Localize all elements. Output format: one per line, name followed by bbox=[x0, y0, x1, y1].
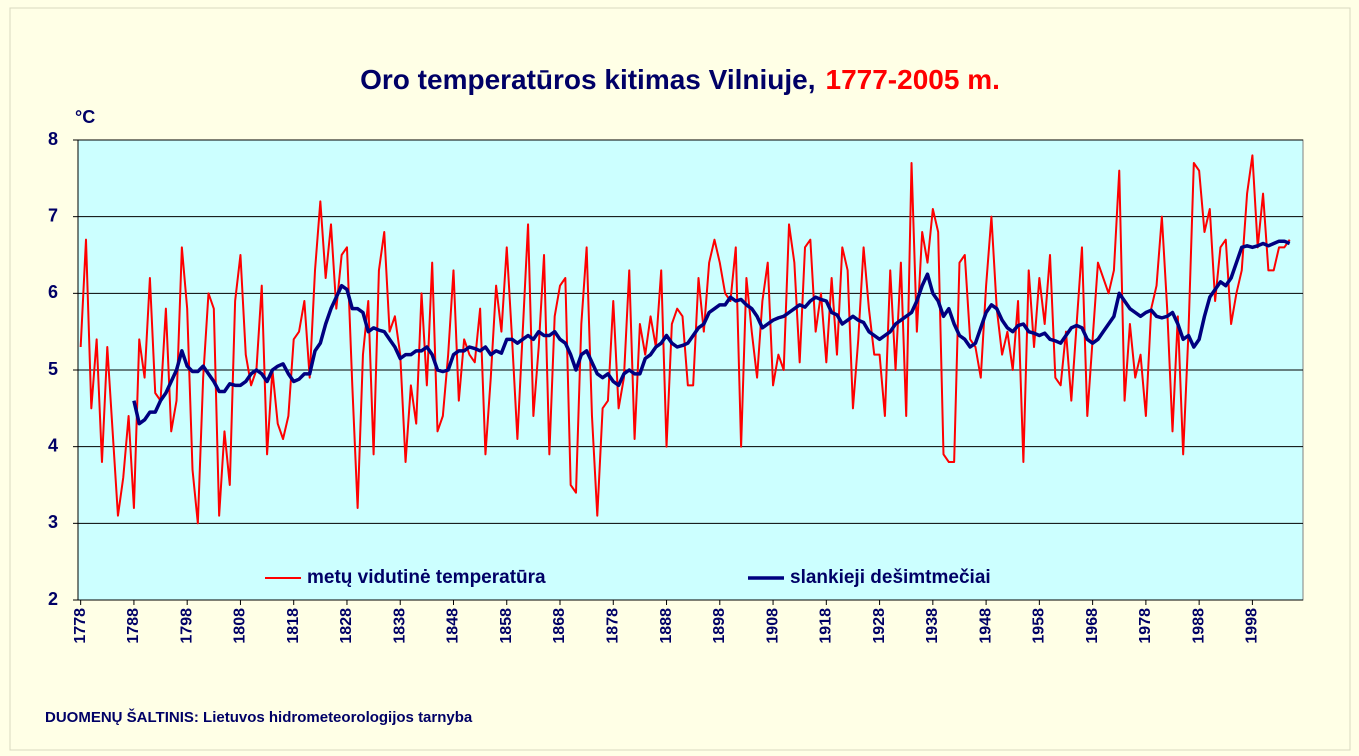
x-tick-label: 1928 bbox=[871, 608, 888, 644]
source-note: DUOMENŲ ŠALTINIS: Lietuvos hidrometeorol… bbox=[45, 708, 473, 726]
chart-title: Oro temperatūros kitimas Vilniuje, 1777-2… bbox=[360, 64, 1000, 95]
x-tick-label: 1978 bbox=[1137, 608, 1154, 644]
title-years: 1777-2005 m. bbox=[826, 64, 1000, 95]
plot: 2 3 4 5 6 7 8 1778 1788 1798 1808 1818 1828 1838 1848 1… bbox=[48, 129, 1304, 644]
y-tick-label: 3 bbox=[48, 512, 58, 532]
x-tick-label: 1878 bbox=[604, 608, 621, 644]
legend-label: metų vidutinė temperatūra bbox=[307, 567, 546, 588]
title-main: Oro temperatūros kitimas Vilniuje, bbox=[360, 64, 815, 95]
x-tick-label: 1988 bbox=[1190, 608, 1207, 644]
x-tick-label: 1858 bbox=[498, 608, 515, 644]
x-tick-label: 1868 bbox=[551, 608, 568, 644]
legend-label: slankieji dešimtmečiai bbox=[790, 567, 991, 588]
x-tick-label: 1998 bbox=[1244, 608, 1261, 644]
x-tick-label: 1908 bbox=[764, 608, 781, 644]
y-tick-label: 4 bbox=[48, 435, 58, 455]
y-tick-label: 8 bbox=[48, 129, 58, 149]
x-tick-label: 1898 bbox=[711, 608, 728, 644]
x-tick-label: 1958 bbox=[1031, 608, 1048, 644]
x-tick-label: 1798 bbox=[178, 608, 195, 644]
x-tick-label: 1848 bbox=[445, 608, 462, 644]
x-tick-label: 1828 bbox=[338, 608, 355, 644]
y-tick-label: 5 bbox=[48, 359, 58, 379]
y-tick-label: 7 bbox=[48, 205, 58, 225]
y-unit: °C bbox=[75, 107, 95, 127]
x-tick-label: 1788 bbox=[125, 608, 142, 644]
y-tick-label: 2 bbox=[48, 589, 58, 609]
x-tick-label: 1948 bbox=[977, 608, 994, 644]
x-tick-label: 1838 bbox=[391, 608, 408, 644]
x-tick-label: 1918 bbox=[818, 608, 835, 644]
series-line bbox=[132, 239, 1291, 426]
x-tick-label: 1818 bbox=[285, 608, 302, 644]
x-tick-label: 1808 bbox=[232, 608, 249, 644]
x-tick-label: 1888 bbox=[658, 608, 675, 644]
y-tick-label: 6 bbox=[48, 282, 58, 302]
x-tick-label: 1968 bbox=[1084, 608, 1101, 644]
x-tick-label: 1778 bbox=[72, 608, 89, 644]
x-tick-label: 1938 bbox=[924, 608, 941, 644]
series-line bbox=[79, 154, 1291, 525]
